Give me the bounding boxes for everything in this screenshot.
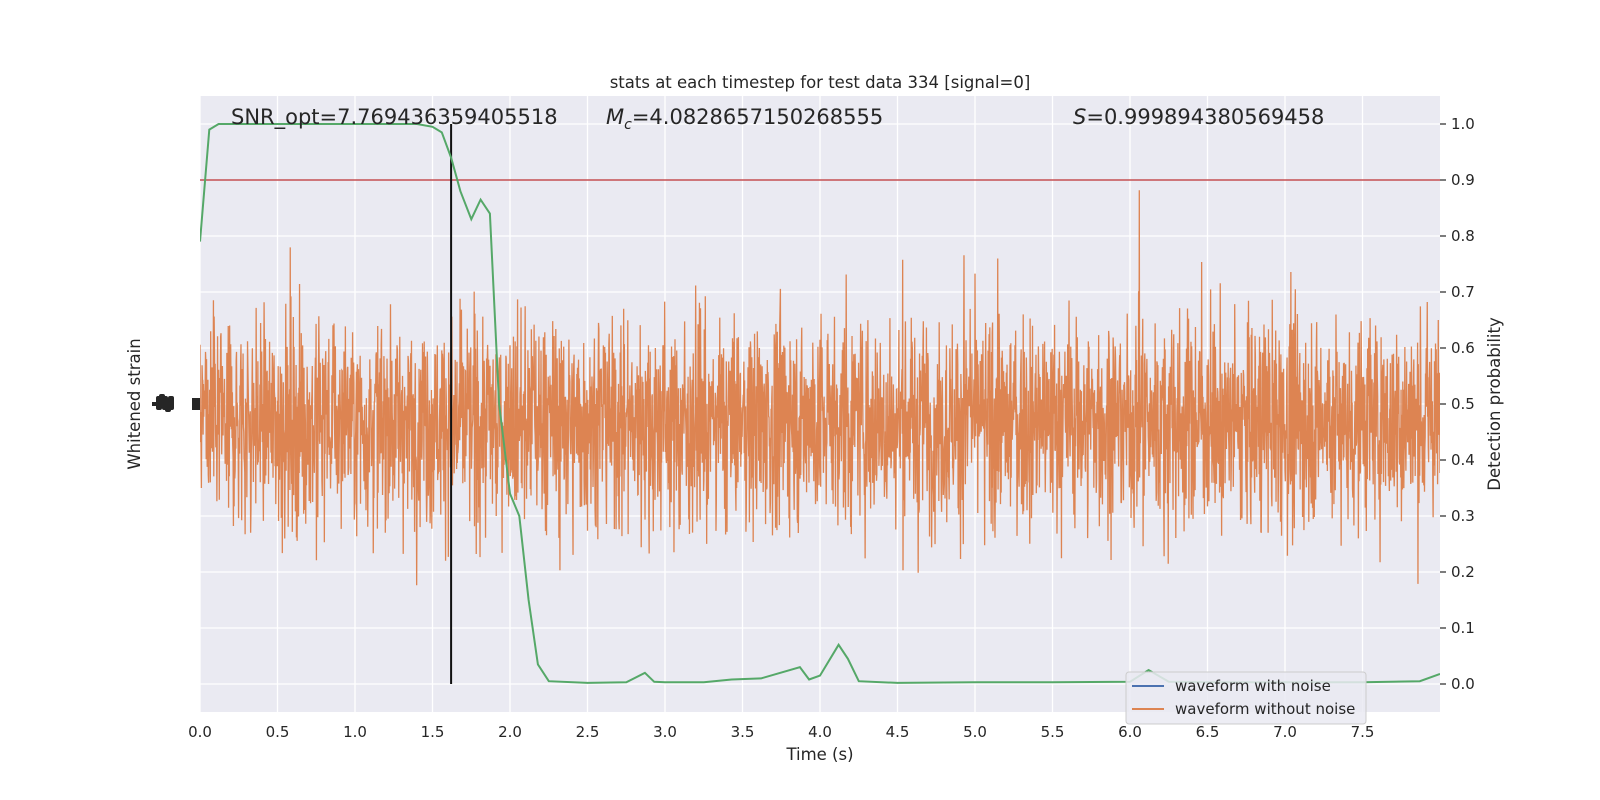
x-tick-label: 4.5 — [886, 723, 910, 741]
x-tick-label: 3.5 — [731, 723, 755, 741]
y-tick-label: 0.9 — [1451, 171, 1475, 189]
right-axis-ticks: 0.0 0.1 0.2 0.3 0.4 0.5 0.6 0.7 0.8 0.9 1.0 — [1440, 115, 1475, 693]
y-tick-label: 1.0 — [1451, 115, 1475, 133]
legend-label-with-noise: waveform with noise — [1175, 677, 1331, 695]
left-tick-glyph — [192, 398, 200, 410]
x-tick-label: 5.0 — [963, 723, 987, 741]
x-tick-label: 1.5 — [421, 723, 445, 741]
x-tick-label: 1.0 — [343, 723, 367, 741]
legend: waveform with noise waveform without noi… — [1125, 671, 1367, 725]
y-tick-label: 0.8 — [1451, 227, 1475, 245]
x-tick-label: 6.0 — [1118, 723, 1142, 741]
x-tick-label: 4.0 — [808, 723, 832, 741]
chirp-mass-annotation: Mc=4.0828657150268555 — [606, 105, 883, 133]
y-axis-right-label: Detection probability — [1485, 317, 1504, 491]
x-axis-ticks: 0.0 0.5 1.0 1.5 2.0 2.5 3.0 3.5 4.0 4.5 5.0 5.5 6.0 6… — [188, 723, 1374, 741]
left-axis-ticks — [152, 394, 200, 412]
y-tick-label: 0.2 — [1451, 563, 1475, 581]
waveform-without-noise-series — [200, 190, 1440, 586]
chart-title: stats at each timestep for test data 334… — [610, 73, 1031, 92]
y-tick-label: 0.6 — [1451, 339, 1475, 357]
x-tick-label: 7.5 — [1351, 723, 1375, 741]
y-tick-label: 0.5 — [1451, 395, 1475, 413]
left-tick-glyph — [168, 396, 174, 410]
y-axis-left-label: Whitened strain — [125, 338, 144, 469]
x-tick-label: 2.5 — [576, 723, 600, 741]
x-tick-label: 0.5 — [266, 723, 290, 741]
x-tick-label: 6.5 — [1196, 723, 1220, 741]
y-tick-label: 0.0 — [1451, 675, 1475, 693]
legend-label-without-noise: waveform without noise — [1175, 700, 1355, 718]
x-tick-label: 7.0 — [1273, 723, 1297, 741]
x-tick-label: 5.5 — [1041, 723, 1065, 741]
x-tick-label: 2.0 — [498, 723, 522, 741]
x-tick-label: 0.0 — [188, 723, 212, 741]
x-axis-label: Time (s) — [785, 745, 853, 764]
left-tick-glyph — [152, 402, 166, 406]
x-tick-label: 3.0 — [653, 723, 677, 741]
detection-probability-line — [200, 123, 1440, 684]
y-tick-label: 0.1 — [1451, 619, 1475, 637]
score-annotation: S=0.999894380569458 — [1073, 105, 1324, 129]
legend-box — [1125, 671, 1367, 725]
snr-annotation: SNR_opt=7.769436359405518 — [231, 105, 558, 130]
y-tick-label: 0.3 — [1451, 507, 1475, 525]
y-tick-label: 0.4 — [1451, 451, 1475, 469]
y-tick-label: 0.7 — [1451, 283, 1475, 301]
